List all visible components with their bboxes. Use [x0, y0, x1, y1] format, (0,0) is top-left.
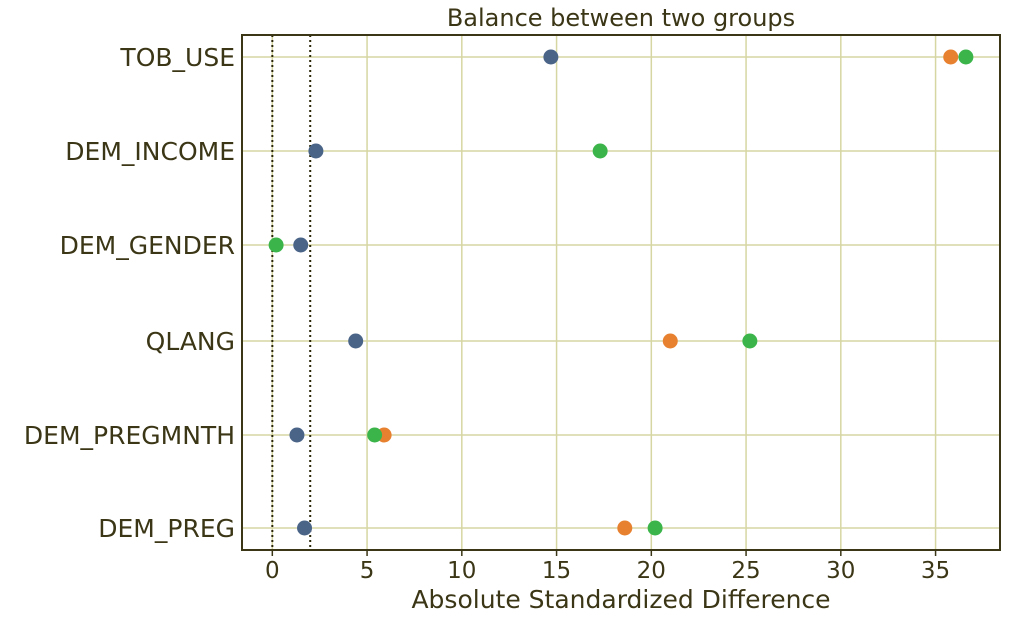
x-tick-label: 35 [921, 558, 950, 584]
x-tick-label: 30 [826, 558, 855, 584]
x-tick-label: 5 [360, 558, 375, 584]
y-tick-label: QLANG [146, 327, 235, 356]
data-point [308, 143, 324, 159]
data-point [289, 427, 305, 443]
y-tick-labels: TOB_USE DEM_INCOME DEM_GENDER QLANG DEM_PREG… [24, 43, 235, 543]
data-point [958, 49, 974, 65]
x-tick-label: 15 [542, 558, 571, 584]
chart-title: Balance between two groups [447, 4, 795, 32]
x-tick-labels: 0 5 10 15 20 25 30 35 [265, 550, 950, 584]
data-point [662, 333, 678, 349]
reference-lines [271, 35, 312, 550]
y-tick-label: DEM_PREGMNTH [24, 421, 235, 450]
y-tick-label: DEM_GENDER [60, 231, 235, 260]
data-points [268, 49, 974, 536]
data-point [592, 143, 608, 159]
data-point [293, 237, 309, 253]
data-point [543, 49, 559, 65]
x-tick-label: 25 [731, 558, 760, 584]
x-axis-label: Absolute Standardized Difference [411, 585, 830, 614]
data-point [943, 49, 959, 65]
x-tick-label: 20 [637, 558, 666, 584]
data-point [647, 520, 663, 536]
plot-frame [241, 34, 1001, 551]
data-point [367, 427, 383, 443]
data-point [348, 333, 364, 349]
data-point [617, 520, 633, 536]
y-tick-label: TOB_USE [119, 43, 235, 72]
y-tick-label: DEM_INCOME [65, 137, 235, 166]
data-point [297, 520, 313, 536]
grid [242, 35, 1000, 550]
x-tick-label: 0 [265, 558, 280, 584]
y-tick-label: DEM_PREG [98, 514, 235, 543]
x-tick-label: 10 [447, 558, 476, 584]
data-point [742, 333, 758, 349]
data-point [268, 237, 284, 253]
